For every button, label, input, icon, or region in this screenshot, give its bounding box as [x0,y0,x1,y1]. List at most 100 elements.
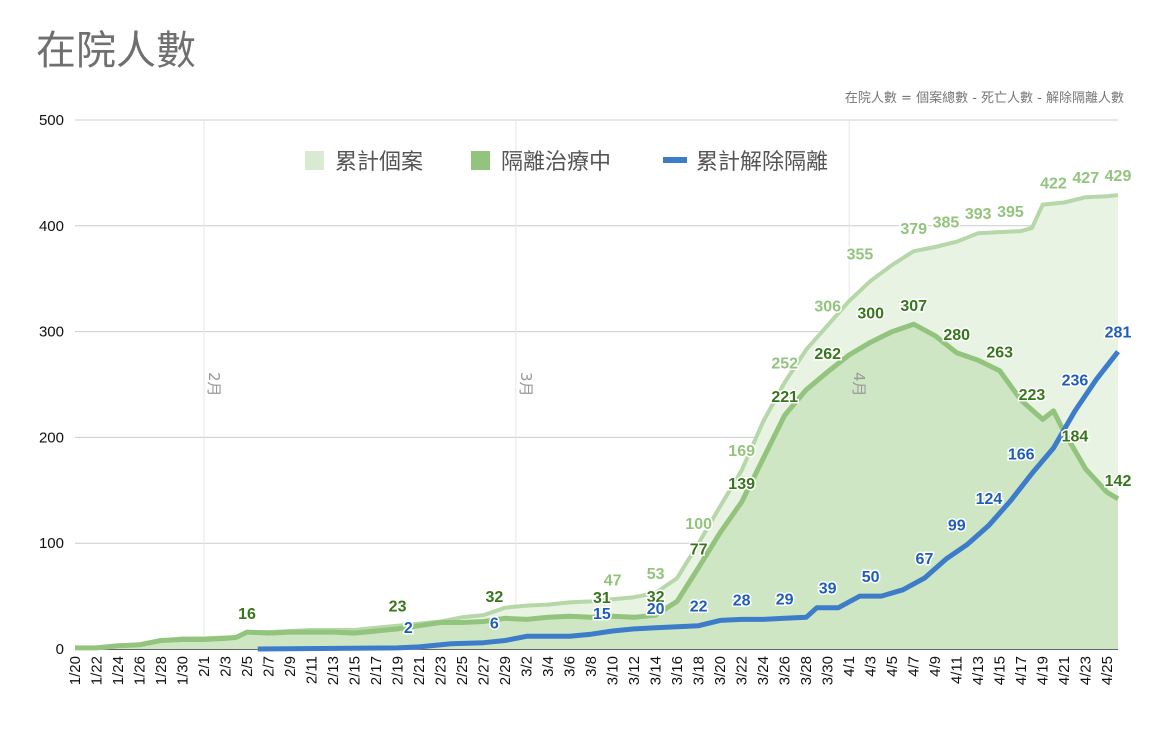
legend-label[interactable]: 隔離治療中 [501,150,611,175]
data-label: 223 [1019,387,1046,404]
data-label: 307 [900,298,927,315]
x-tick-label: 4/25 [1099,656,1116,685]
x-tick-label: 3/22 [734,656,751,685]
data-label: 16 [238,606,256,623]
data-label: 169 [728,443,755,460]
legend-swatch [663,157,687,163]
x-tick-label: 1/24 [110,656,127,685]
x-tick-label: 1/22 [89,656,106,685]
x-tick-label: 4/1 [841,656,858,677]
x-tick-label: 3/30 [820,656,837,685]
x-tick-label: 3/2 [519,656,536,677]
data-label: 23 [389,599,407,616]
x-tick-label: 3/8 [583,656,600,677]
x-tick-label: 3/20 [712,656,729,685]
data-label-layer: 16 47 53 100 169 252 306 355 379 385 393 395 422 427 4… [237,167,1133,639]
data-label: 393 [965,206,992,223]
area-in-treatment [75,324,1118,649]
data-label: 28 [733,592,751,609]
legend-label[interactable]: 累計解除隔離 [696,150,828,175]
x-tick-label: 1/20 [67,656,84,685]
x-tick-label: 2/21 [411,656,428,685]
data-label: 300 [857,306,884,323]
data-label: 124 [976,491,1003,508]
x-tick-label: 4/3 [863,656,880,677]
area-layer [75,195,1118,649]
x-tick-label: 4/19 [1035,656,1052,685]
data-label: 184 [1062,428,1089,445]
data-label: 142 [1105,473,1132,490]
x-tick-label: 4/11 [949,656,966,684]
x-tick-label: 1/28 [153,656,170,685]
chart-title: 在院人數 [36,28,196,74]
y-tick-label: 300 [39,324,64,341]
data-label: 306 [814,298,841,315]
x-tick-label: 3/12 [626,656,643,685]
x-tick-label: 3/4 [540,656,557,677]
data-label: 39 [819,581,837,598]
data-label: 6 [490,616,499,633]
x-tick-label: 2/15 [347,656,364,685]
data-label: 31 [593,590,611,607]
y-tick-label: 500 [39,112,64,129]
line-in-treatment [75,321,1120,651]
x-tick-label: 2/9 [282,656,299,677]
data-label: 355 [847,246,874,263]
data-label: 166 [1008,446,1035,463]
x-tick-label: 4/17 [1013,656,1030,685]
data-label: 16 [238,605,256,622]
chart-subtitle: 在院人數 = 個案總數 - 死亡人數 - 解除隔離人數 [844,91,1124,106]
x-tick-label: 4/5 [884,656,901,677]
data-label: 100 [685,516,712,533]
y-tick-label: 200 [39,429,64,446]
data-label: 422 [1040,176,1067,193]
x-tick-label: 2/23 [433,656,450,685]
data-label: 379 [900,221,927,238]
data-label: 99 [948,517,966,534]
x-tick-label: 3/6 [562,656,579,677]
month-marker-label: 4月 [850,372,868,397]
x-tick-label: 2/3 [218,656,235,677]
x-tick-label: 4/15 [992,656,1009,685]
legend[interactable]: 累計個案 隔離治療中 累計解除隔離 [305,150,828,175]
x-tick-label: 2/7 [261,656,278,677]
data-label: 32 [647,589,665,606]
x-tick-label: 3/16 [669,656,686,685]
data-label: 427 [1072,170,1099,187]
data-label: 385 [933,215,960,232]
y-tick-label: 100 [39,535,64,552]
x-tick-label: 4/7 [906,656,923,677]
x-tick-label: 2/27 [476,656,493,685]
data-label: 429 [1105,168,1132,185]
data-label: 395 [997,204,1024,221]
x-tick-label: 3/28 [798,656,815,685]
x-tick-label: 2/13 [325,656,342,685]
x-tick-label: 4/9 [927,656,944,677]
x-tick-label: 4/13 [970,656,987,685]
x-tick-label: 2/17 [368,656,385,685]
data-label: 77 [690,542,708,559]
data-label: 252 [771,355,798,372]
x-tick-label: 4/23 [1078,656,1095,685]
legend-swatch [305,151,324,170]
data-label: 280 [943,327,970,344]
legend-label[interactable]: 累計個案 [335,150,423,175]
data-label: 139 [728,476,755,493]
x-tick-label: 2/11 [304,656,321,684]
x-tick-label: 3/26 [777,656,794,685]
data-label: 236 [1062,372,1089,389]
month-marker-label: 3月 [517,372,535,397]
data-label: 281 [1105,325,1132,342]
data-label: 263 [986,345,1013,362]
y-tick-label: 400 [39,218,64,235]
x-tick-label: 2/29 [497,656,514,685]
data-label: 20 [647,601,665,618]
x-tick-label: 2/19 [390,656,407,685]
x-tick-label: 3/14 [648,656,665,685]
x-tick-label: 3/18 [691,656,708,685]
x-tick-label: 1/30 [175,656,192,685]
line-layer [75,193,1120,652]
y-tick-label: 0 [56,641,64,658]
